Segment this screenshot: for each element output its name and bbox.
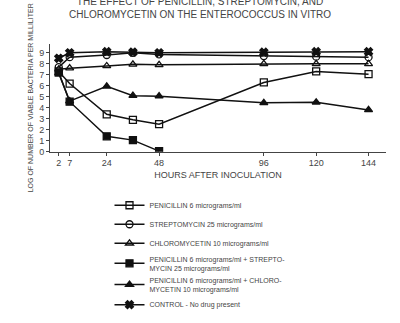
svg-text:THE EFFECT OF PENICILLIN, STRE: THE EFFECT OF PENICILLIN, STREPTOMYCIN, … — [69, 0, 331, 20]
svg-text:CONTROL - No drug present: CONTROL - No drug present — [150, 301, 240, 309]
svg-text:PENICILLIN 6 micrograms/ml + C: PENICILLIN 6 micrograms/ml + CHLORO-MYCE… — [150, 277, 283, 294]
svg-text:4: 4 — [39, 103, 44, 113]
svg-text:96: 96 — [259, 158, 269, 168]
svg-text:HOURS AFTER INOCULATION: HOURS AFTER INOCULATION — [154, 170, 281, 180]
svg-text:8: 8 — [39, 59, 44, 69]
svg-text:2: 2 — [39, 125, 44, 135]
svg-text:LOG OF NUMBER OF VIABLE BACTER: LOG OF NUMBER OF VIABLE BACTERIA PER MIL… — [27, 3, 34, 192]
svg-text:9: 9 — [39, 48, 44, 58]
svg-text:7: 7 — [39, 70, 44, 80]
svg-text:6: 6 — [39, 81, 44, 91]
svg-text:7: 7 — [67, 158, 72, 168]
svg-text:STREPTOMYCIN 25 micrograms/ml: STREPTOMYCIN 25 micrograms/ml — [150, 221, 263, 229]
svg-text:2: 2 — [56, 158, 61, 168]
svg-text:5: 5 — [39, 92, 44, 102]
svg-text:1: 1 — [39, 136, 44, 146]
svg-text:120: 120 — [309, 158, 324, 168]
svg-text:144: 144 — [361, 158, 376, 168]
svg-text:0: 0 — [39, 147, 44, 157]
svg-text:48: 48 — [154, 158, 164, 168]
svg-text:3: 3 — [39, 114, 44, 124]
svg-text:CHLOROMYCETIN 10 micrograms/ml: CHLOROMYCETIN 10 micrograms/ml — [150, 240, 269, 248]
svg-text:PENICILLIN 6 micrograms/ml + S: PENICILLIN 6 micrograms/ml + STREPTO-MYC… — [150, 256, 286, 273]
svg-text:24: 24 — [102, 158, 112, 168]
svg-text:PENICILLIN 6 micrograms/ml: PENICILLIN 6 micrograms/ml — [150, 202, 242, 210]
